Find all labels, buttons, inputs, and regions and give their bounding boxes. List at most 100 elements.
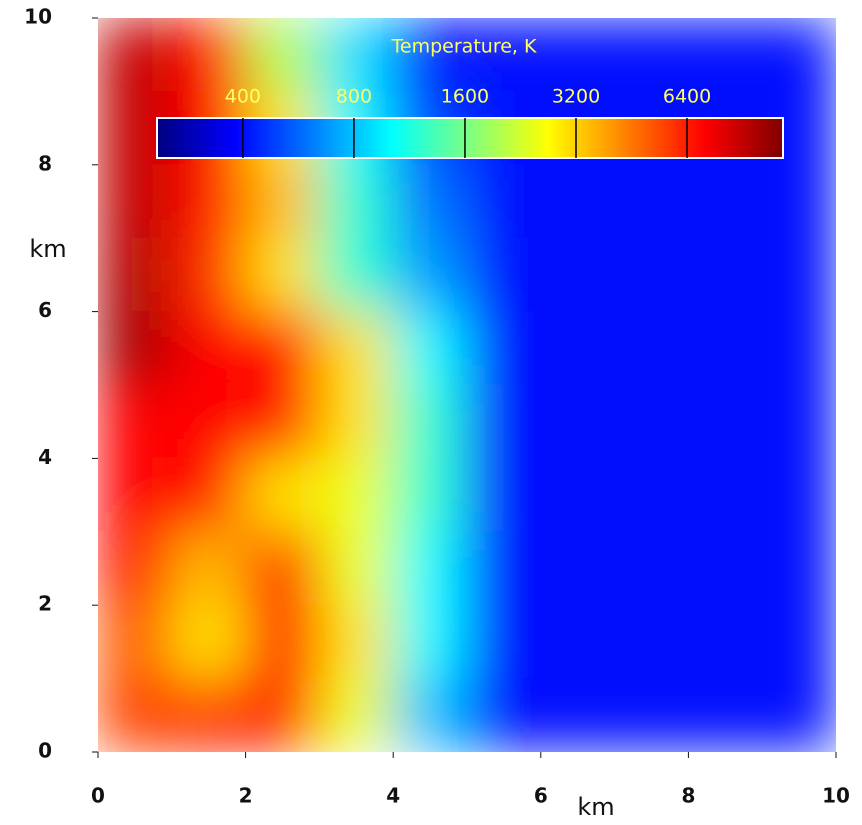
x-tick-label: 2 bbox=[239, 784, 253, 808]
heat-cell bbox=[318, 237, 394, 313]
heat-cell bbox=[540, 457, 616, 533]
heat-cell bbox=[761, 678, 836, 752]
heat-cell bbox=[466, 678, 542, 752]
y-tick-label: 6 bbox=[38, 298, 52, 322]
heat-cell bbox=[171, 457, 247, 533]
heat-cell bbox=[171, 604, 247, 680]
heat-cell bbox=[392, 604, 468, 680]
heat-cell bbox=[466, 604, 542, 680]
heat-cell bbox=[318, 457, 394, 533]
heat-cell bbox=[761, 237, 836, 313]
heat-cell bbox=[318, 384, 394, 459]
y-tick-label: 0 bbox=[38, 739, 52, 763]
heat-cell bbox=[540, 678, 616, 752]
heat-cell bbox=[245, 604, 320, 680]
heat-cell bbox=[98, 384, 173, 459]
x-axis-label: km bbox=[577, 793, 614, 821]
heat-cell bbox=[614, 678, 689, 752]
heat-cell bbox=[392, 531, 468, 606]
heat-cell bbox=[171, 237, 247, 313]
heat-cell bbox=[98, 18, 173, 92]
heat-cell bbox=[171, 384, 247, 459]
heat-cell bbox=[245, 531, 320, 606]
heat-cell bbox=[466, 384, 542, 459]
heat-cell bbox=[392, 678, 468, 752]
heat-cell bbox=[171, 164, 247, 239]
heat-cell bbox=[392, 164, 468, 239]
x-tick-label: 8 bbox=[681, 784, 695, 808]
y-axis-label: km bbox=[29, 235, 66, 263]
heat-cell bbox=[318, 311, 394, 386]
heat-cell bbox=[614, 18, 689, 92]
heat-cell bbox=[392, 237, 468, 313]
y-tick-label: 8 bbox=[38, 151, 52, 175]
colorbar-tick-label: 1600 bbox=[441, 86, 489, 108]
heat-cell bbox=[687, 164, 763, 239]
heat-cell bbox=[761, 18, 836, 92]
heat-cell bbox=[318, 531, 394, 606]
heat-cell bbox=[614, 531, 689, 606]
heat-cell bbox=[245, 237, 320, 313]
heat-cell bbox=[392, 457, 468, 533]
heat-cell bbox=[761, 531, 836, 606]
heat-cell bbox=[98, 531, 173, 606]
heat-cell bbox=[687, 237, 763, 313]
heat-cell bbox=[687, 311, 763, 386]
heat-cell bbox=[761, 457, 836, 533]
heat-cell bbox=[761, 311, 836, 386]
heat-cell bbox=[171, 678, 247, 752]
heat-cell bbox=[540, 311, 616, 386]
heat-cell bbox=[540, 18, 616, 92]
x-tick-label: 4 bbox=[386, 784, 400, 808]
heat-cell bbox=[540, 164, 616, 239]
heat-cell bbox=[392, 18, 468, 92]
heat-cell bbox=[98, 164, 173, 239]
y-tick-label: 4 bbox=[38, 445, 52, 469]
y-tick-label: 2 bbox=[38, 592, 52, 616]
heat-cell bbox=[614, 164, 689, 239]
x-tick-label: 6 bbox=[534, 784, 548, 808]
heat-cell bbox=[761, 164, 836, 239]
field bbox=[98, 18, 836, 752]
heat-cell bbox=[245, 18, 320, 92]
heat-cell bbox=[614, 457, 689, 533]
heat-cell bbox=[687, 678, 763, 752]
heat-cell bbox=[98, 457, 173, 533]
heat-cell bbox=[687, 604, 763, 680]
heat-cell bbox=[318, 18, 394, 92]
heat-cell bbox=[540, 384, 616, 459]
heat-cell bbox=[245, 164, 320, 239]
heat-cell bbox=[687, 457, 763, 533]
heat-cell bbox=[171, 531, 247, 606]
heat-cell bbox=[614, 384, 689, 459]
heat-cell bbox=[540, 531, 616, 606]
heat-cell bbox=[98, 237, 173, 313]
heat-cell bbox=[98, 678, 173, 752]
heat-cell bbox=[245, 384, 320, 459]
heat-cell bbox=[614, 604, 689, 680]
heat-cell bbox=[245, 457, 320, 533]
heat-cell bbox=[98, 604, 173, 680]
heat-cell bbox=[466, 311, 542, 386]
heat-cell bbox=[761, 384, 836, 459]
cells bbox=[98, 18, 836, 752]
heat-cell bbox=[171, 311, 247, 386]
x-tick-label: 0 bbox=[91, 784, 105, 808]
colorbar bbox=[156, 117, 784, 159]
heat-cell bbox=[687, 531, 763, 606]
heat-cell bbox=[761, 604, 836, 680]
heat-cell bbox=[245, 311, 320, 386]
heat-cell bbox=[318, 604, 394, 680]
heat-cell bbox=[318, 164, 394, 239]
colorbar-tick-label: 800 bbox=[336, 86, 372, 108]
heat-cell bbox=[392, 311, 468, 386]
heat-cell bbox=[687, 18, 763, 92]
heat-cell bbox=[614, 311, 689, 386]
heat-cell bbox=[466, 531, 542, 606]
heat-cell bbox=[614, 237, 689, 313]
heat-cell bbox=[466, 237, 542, 313]
heat-cell bbox=[318, 678, 394, 752]
heat-cell bbox=[687, 384, 763, 459]
colorbar-title: Temperature, K bbox=[391, 36, 537, 58]
